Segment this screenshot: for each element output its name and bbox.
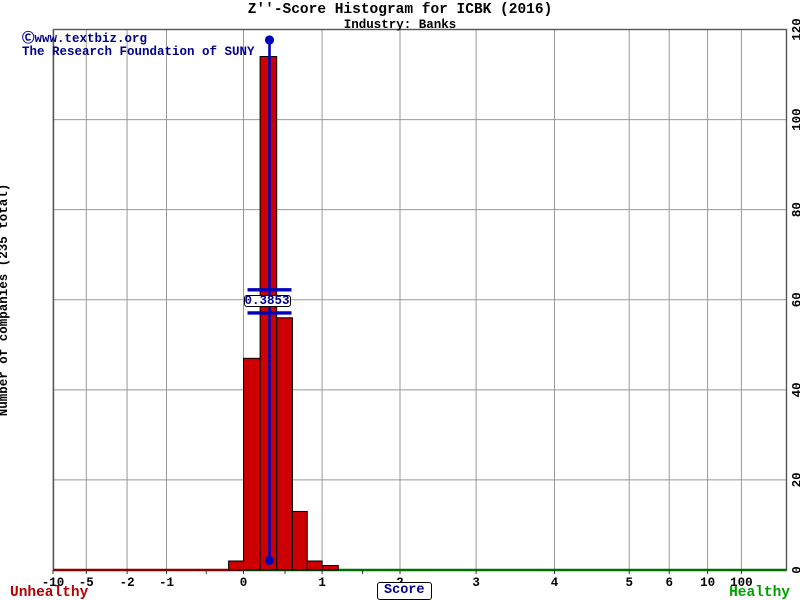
svg-text:40: 40 (790, 382, 800, 397)
svg-text:4: 4 (551, 576, 559, 590)
svg-text:80: 80 (790, 202, 800, 217)
svg-text:1: 1 (318, 576, 326, 590)
svg-text:-1: -1 (159, 576, 174, 590)
svg-text:3: 3 (472, 576, 480, 590)
svg-text:100: 100 (790, 108, 800, 131)
svg-text:-2: -2 (120, 576, 135, 590)
svg-text:5: 5 (625, 576, 633, 590)
svg-text:0: 0 (240, 576, 248, 590)
svg-text:6: 6 (665, 576, 673, 590)
svg-text:10: 10 (700, 576, 715, 590)
svg-text:60: 60 (790, 292, 800, 307)
svg-text:20: 20 (790, 472, 800, 487)
svg-text:0: 0 (790, 566, 800, 574)
